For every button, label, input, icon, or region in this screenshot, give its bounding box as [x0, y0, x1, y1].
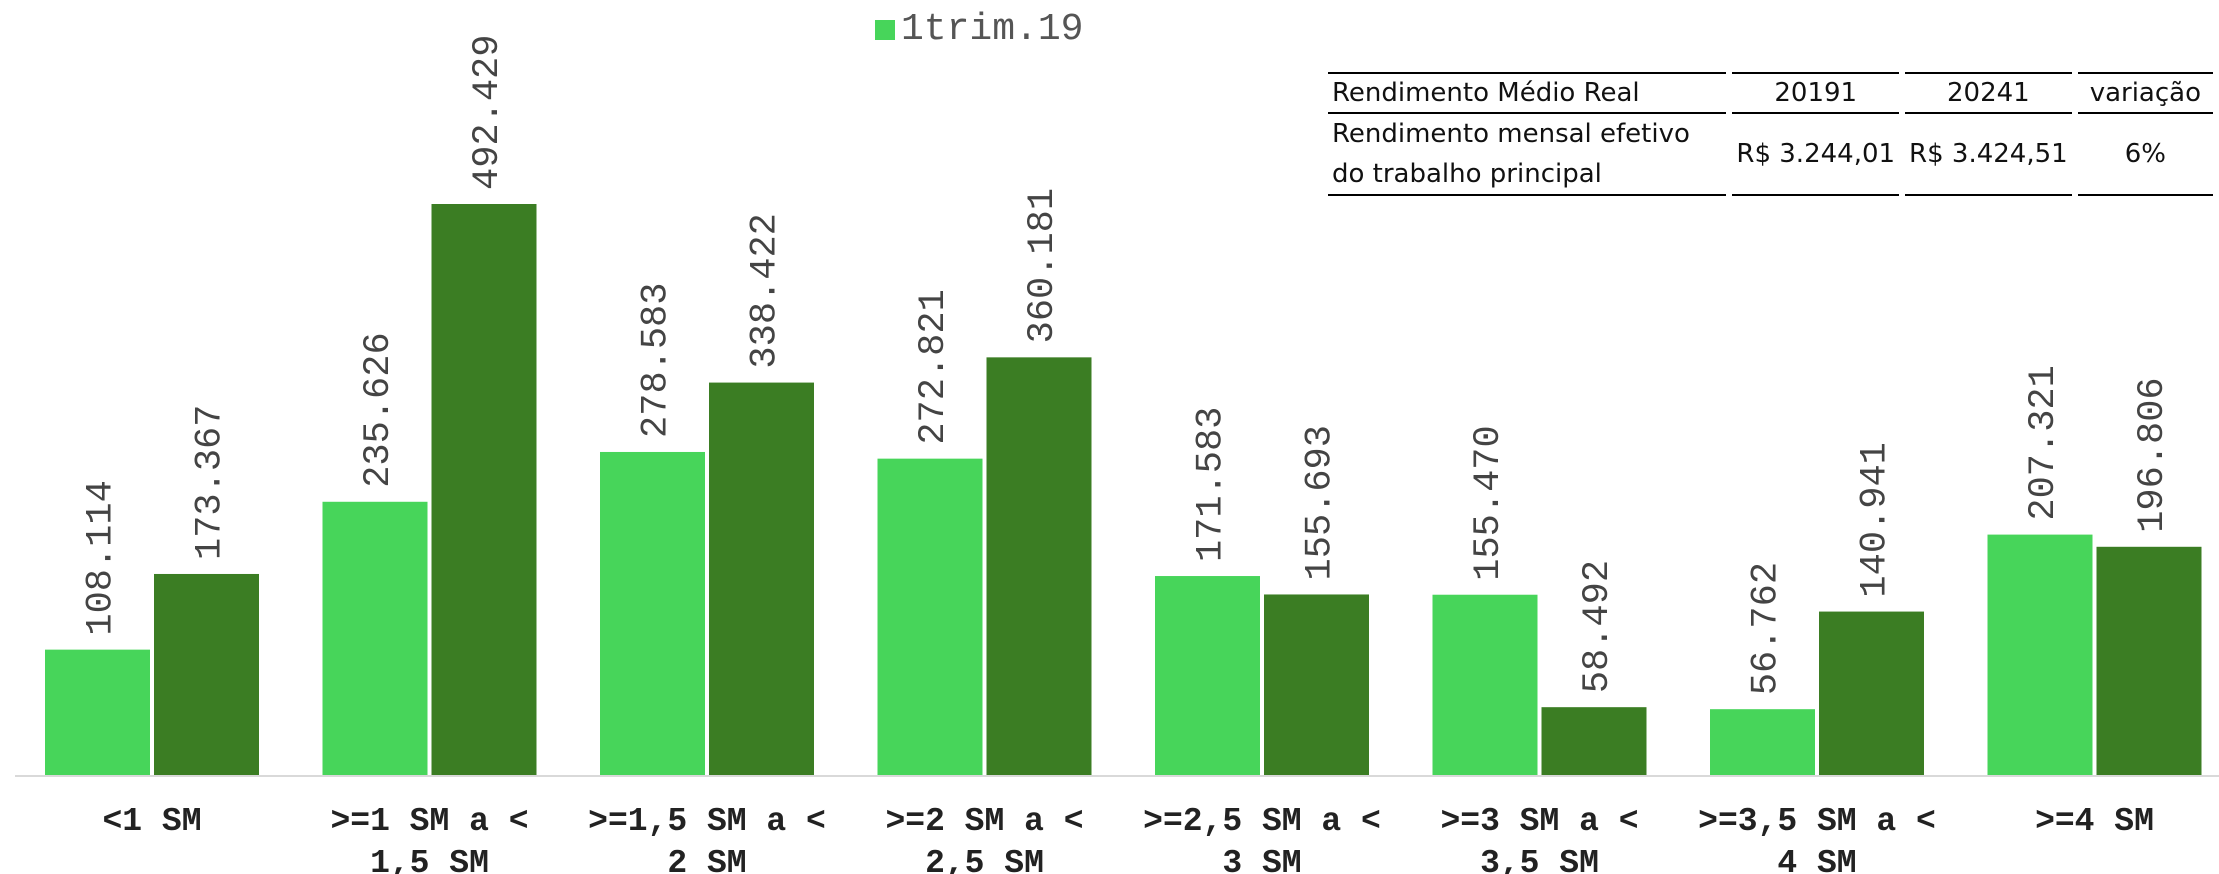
bar-value-label: 235.626 [358, 332, 400, 487]
legend: 1trim.19 [875, 8, 1083, 51]
category-label: <1 SM [102, 803, 201, 840]
header-variation: variação [2077, 72, 2213, 114]
income-table-row: Rendimento mensal efetivo do trabalho pr… [1328, 114, 2213, 196]
bar [1541, 707, 1647, 775]
category-label: 3,5 SM [1480, 845, 1599, 874]
row-value-2024: R$ 3.424,51 [1905, 114, 2072, 196]
income-table-header: Rendimento Médio Real 20191 20241 variaç… [1328, 72, 2213, 114]
category-label: 2,5 SM [925, 845, 1044, 874]
bar [322, 501, 428, 775]
bar-value-label: 140.941 [1855, 442, 1897, 597]
bar [1710, 709, 1815, 775]
header-2019: 20191 [1732, 72, 1900, 114]
row-value-2019: R$ 3.244,01 [1732, 114, 1900, 196]
header-2024: 20241 [1905, 72, 2072, 114]
bar-value-label: 58.492 [1577, 560, 1619, 693]
row-variation: 6% [2077, 114, 2213, 196]
category-label: 1,5 SM [370, 845, 489, 874]
bar-value-label: 338.422 [745, 213, 787, 368]
bar-value-label: 155.693 [1300, 425, 1342, 580]
bar [1155, 576, 1260, 775]
category-label: >=2,5 SM a < [1143, 803, 1381, 840]
bar-value-label: 360.181 [1022, 188, 1064, 343]
bar-value-label: 272.821 [913, 289, 955, 444]
bar-value-label: 171.583 [1191, 407, 1233, 562]
bar-value-label: 155.470 [1468, 425, 1510, 580]
bar [45, 649, 150, 775]
category-label: >=3 SM a < [1440, 803, 1638, 840]
bar [2096, 546, 2202, 775]
bar [1264, 594, 1369, 775]
category-label: >=3,5 SM a < [1698, 803, 1936, 840]
category-label: >=1,5 SM a < [588, 803, 826, 840]
legend-label: 1trim.19 [901, 8, 1084, 51]
category-label: 3 SM [1222, 845, 1301, 874]
bar-value-label: 278.583 [636, 283, 678, 438]
category-label: >=2 SM a < [885, 803, 1083, 840]
category-label: 4 SM [1777, 845, 1856, 874]
bar [986, 357, 1092, 775]
bar [877, 458, 983, 775]
bar-value-label: 56.762 [1746, 562, 1788, 695]
bar [431, 204, 537, 775]
bar-value-label: 196.806 [2132, 377, 2174, 532]
bar [600, 451, 705, 775]
bar [1432, 594, 1538, 775]
bar-value-label: 173.367 [190, 405, 232, 560]
category-label: >=4 SM [2035, 803, 2154, 840]
bar [154, 573, 259, 775]
bar [1819, 611, 1924, 775]
bar-value-label: 108.114 [81, 480, 123, 635]
legend-swatch [875, 19, 895, 40]
category-label: 2 SM [667, 845, 746, 874]
bar [1987, 534, 2093, 775]
category-label: >=1 SM a < [330, 803, 528, 840]
header-metric: Rendimento Médio Real [1328, 72, 1727, 114]
bar-value-label: 492.429 [467, 35, 509, 190]
row-metric: Rendimento mensal efetivo do trabalho pr… [1328, 114, 1727, 196]
income-table: Rendimento Médio Real 20191 20241 variaç… [1322, 72, 2219, 196]
bar [709, 382, 814, 775]
bar-value-label: 207.321 [2023, 365, 2065, 520]
